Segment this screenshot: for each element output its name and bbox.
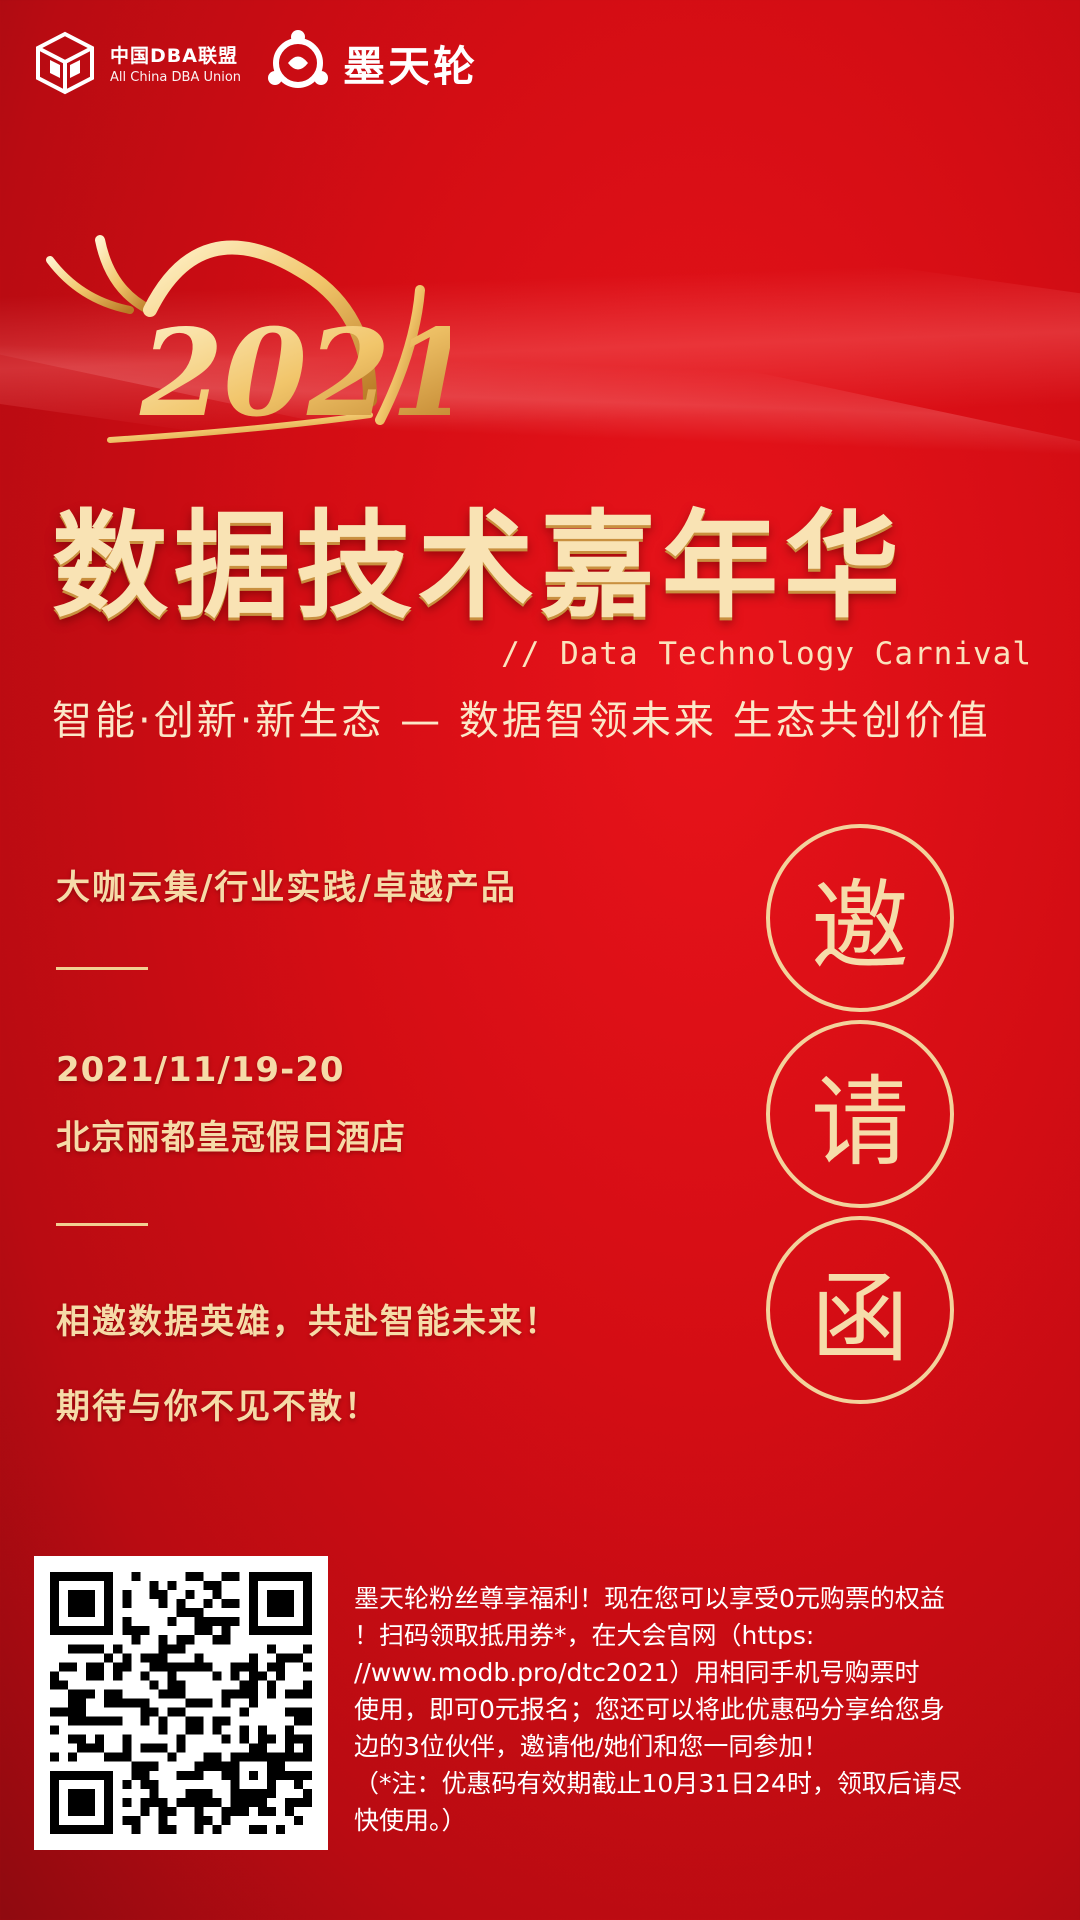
modb-icon — [268, 30, 329, 88]
year-text: 2021 — [139, 303, 450, 444]
promo-line: 墨天轮粉丝尊享福利！现在您可以享受0元购票的权益 — [354, 1584, 945, 1613]
cube-icon — [36, 31, 94, 95]
invite-line-1: 相邀数据英雄，共赴智能未来！ — [56, 1302, 560, 1342]
promo-line: ！扫码领取抵用券*，在大会官网（https: — [354, 1621, 815, 1650]
dba-union-name-en: All China DBA Union — [110, 70, 242, 85]
modb-name: 墨天轮 — [343, 41, 479, 91]
promo-line: 使用，即可0元报名；您还可以将此优惠码分享给您身 — [354, 1695, 945, 1724]
ox-2021-emblem: 2021 — [46, 235, 450, 444]
promo-line: 边的3位伙伴，邀请他/她们和您一同参加！ — [354, 1732, 829, 1761]
dba-union-logo: 中国DBA联盟 All China DBA Union — [32, 30, 241, 96]
tagline: 大咖云集/行业实践/卓越产品 — [56, 868, 517, 908]
divider — [56, 967, 148, 970]
divider — [56, 1223, 148, 1226]
invitation-char: 请 — [766, 1020, 954, 1208]
invite-line-2: 期待与你不见不散！ — [56, 1387, 380, 1427]
invitation-char: 邀 — [766, 824, 954, 1012]
qr-code[interactable] — [34, 1556, 328, 1850]
event-title-en: // Data Technology Carnival — [501, 636, 1032, 672]
header-logos: 中国DBA联盟 All China DBA Union 墨天轮 — [32, 28, 478, 98]
modb-logo: 墨天轮 — [263, 28, 478, 98]
event-title: 数据技术嘉年华 — [52, 499, 906, 634]
promo-line: （*注：优惠码有效期截止10月31日24时，领取后请尽 — [354, 1769, 962, 1798]
promo-line[interactable]: //www.modb.pro/dtc2021）用相同手机号购票时 — [354, 1658, 920, 1687]
event-date: 2021/11/19-20 — [56, 1050, 345, 1090]
promo-line: 快使用。） — [354, 1806, 467, 1835]
event-details: 大咖云集/行业实践/卓越产品 2021/11/19-20 北京丽都皇冠假日酒店 … — [56, 860, 656, 1428]
qr-code-pattern — [50, 1572, 312, 1834]
dba-union-name: 中国DBA联盟 — [110, 45, 238, 67]
event-venue: 北京丽都皇冠假日酒店 — [56, 1118, 406, 1158]
invitation-char: 函 — [766, 1216, 954, 1404]
event-slogan: 智能·创新·新生态 — 数据智领未来 生态共创价值 — [52, 698, 991, 744]
invitation-seal: 邀 请 函 — [766, 824, 966, 1412]
promo-text: 墨天轮粉丝尊享福利！现在您可以享受0元购票的权益 ！扫码领取抵用券*，在大会官网… — [354, 1580, 1034, 1839]
